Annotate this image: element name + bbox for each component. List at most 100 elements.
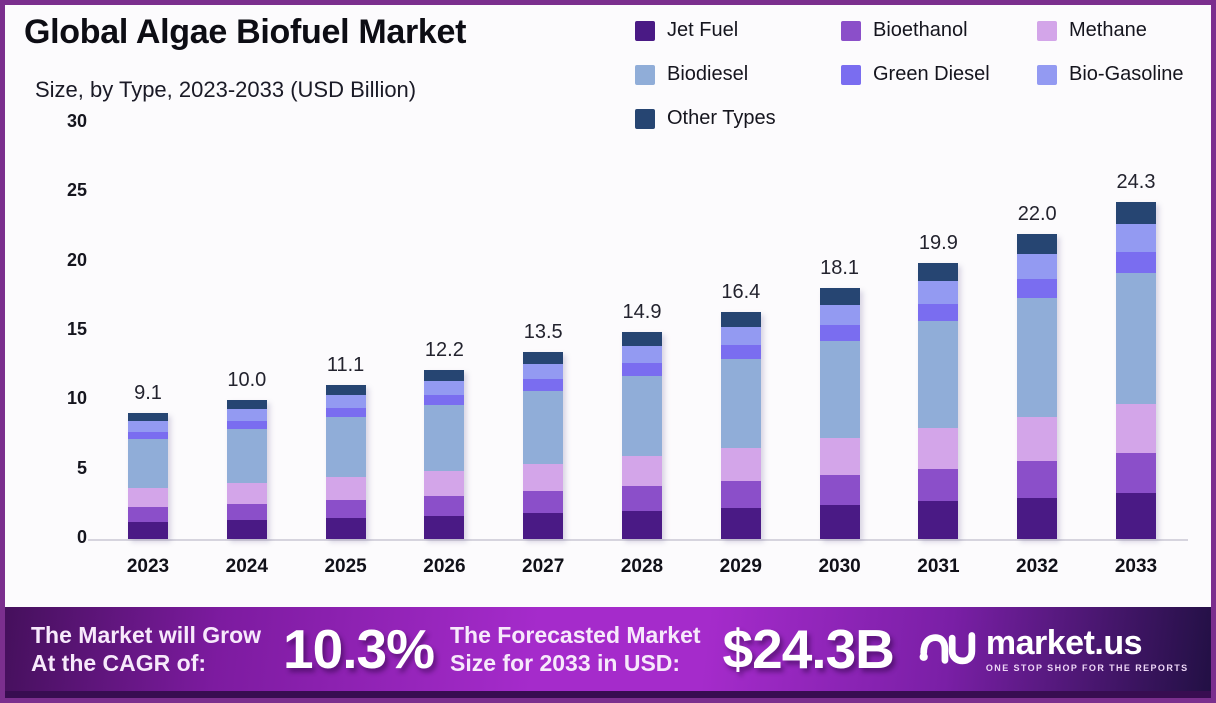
forecast-caption: The Forecasted Market Size for 2033 in U…	[450, 621, 701, 677]
legend-label: Bio-Gasoline	[1069, 63, 1184, 85]
bar-segment-bioethanol	[226, 504, 267, 520]
bar-segment-jet-fuel	[1017, 498, 1058, 539]
bar-segment-methane	[523, 464, 564, 491]
bar-total-label-2030: 18.1	[820, 257, 860, 279]
x-tick-label-2024: 2024	[225, 556, 268, 577]
legend-swatch-other-types	[635, 108, 655, 129]
bar-segment-other-types	[128, 413, 168, 421]
legend-label: Bioethanol	[873, 19, 968, 41]
bar-segment-biodiesel	[720, 359, 761, 448]
page-title: Global Algae Biofuel Market	[24, 13, 467, 51]
bar-segment-bio-gasoline	[424, 381, 465, 395]
bar-segment-methane	[918, 428, 959, 469]
bar-segment-methane	[622, 456, 662, 486]
bar-total-label-2024: 10.0	[227, 369, 267, 391]
bar-segment-green-diesel	[622, 363, 662, 376]
legend-item-biodiesel: Biodiesel	[635, 61, 841, 88]
legend-item-green-diesel: Green Diesel	[841, 61, 1037, 88]
cagr-caption: The Market will Grow At the CAGR of:	[31, 621, 261, 677]
legend-label: Methane	[1069, 19, 1147, 41]
bar-segment-other-types	[918, 263, 959, 281]
bar-segment-bio-gasoline	[720, 327, 761, 345]
bar-segment-biodiesel	[128, 439, 168, 488]
x-tick-label-2027: 2027	[522, 556, 565, 577]
bar-segment-bioethanol	[1017, 461, 1058, 498]
stacked-bar-2032	[1017, 234, 1058, 539]
legend-swatch-bioethanol	[841, 20, 861, 41]
bar-segment-bioethanol	[128, 507, 168, 522]
chart-legend: Jet Fuel Bioethanol Methane Biodiesel Green …	[635, 17, 1184, 132]
y-tick-label-20: 20	[66, 249, 87, 270]
bar-segment-bioethanol	[720, 481, 761, 508]
bar-segment-bioethanol	[523, 491, 564, 513]
bar-segment-bioethanol	[819, 475, 860, 505]
bar-segment-other-types	[1017, 234, 1058, 254]
bar-segment-jet-fuel	[819, 505, 860, 539]
bar-total-label-2029: 16.4	[721, 281, 761, 303]
stacked-bar-2026	[424, 370, 465, 539]
legend-swatch-bio-gasoline	[1037, 64, 1057, 85]
bar-segment-other-types	[523, 352, 564, 364]
x-tick-label-2030: 2030	[818, 556, 861, 577]
x-tick-label-2028: 2028	[620, 556, 664, 577]
bar-segment-jet-fuel	[128, 522, 168, 539]
cagr-caption-line2: At the CAGR of:	[31, 650, 207, 676]
bar-segment-other-types	[622, 332, 662, 346]
bar-total-label-2026: 12.2	[424, 339, 464, 361]
bar-segment-green-diesel	[1017, 279, 1058, 298]
chart-stage: Global Algae Biofuel Market Size, by Typ…	[5, 5, 1211, 698]
bar-segment-bio-gasoline	[1017, 254, 1058, 279]
stacked-bar-2024	[226, 400, 267, 539]
bar-segment-bio-gasoline	[622, 346, 662, 363]
bar-total-label-2031: 19.9	[918, 232, 958, 254]
stacked-bar-2025	[325, 385, 366, 539]
banner-bottom-strip	[5, 691, 1211, 698]
bar-segment-green-diesel	[523, 379, 564, 391]
y-tick-label-25: 25	[66, 180, 87, 201]
bar-segment-jet-fuel	[226, 520, 267, 539]
bar-segment-jet-fuel	[523, 513, 564, 539]
bar-segment-bioethanol	[325, 500, 366, 518]
bar-segment-green-diesel	[325, 408, 366, 417]
x-tick-label-2029: 2029	[719, 556, 762, 577]
legend-item-other-types: Other Types	[635, 105, 841, 132]
stacked-bar-2027	[523, 352, 564, 539]
stacked-bar-2030	[819, 288, 860, 539]
bar-segment-biodiesel	[819, 341, 860, 438]
bar-segment-bioethanol	[622, 486, 662, 511]
bar-total-label-2027: 13.5	[523, 321, 563, 343]
bar-total-label-2028: 14.9	[622, 301, 662, 323]
y-tick-label-10: 10	[66, 388, 87, 409]
forecast-value: $24.3B	[722, 618, 895, 680]
bar-segment-methane	[720, 448, 761, 481]
bar-segment-green-diesel	[1116, 252, 1156, 273]
stacked-bar-2029	[720, 312, 761, 539]
bar-total-label-2033: 24.3	[1116, 171, 1156, 193]
bar-segment-jet-fuel	[720, 508, 761, 539]
bar-segment-bio-gasoline	[819, 305, 860, 325]
forecast-caption-line1: The Forecasted Market	[450, 621, 701, 648]
bar-segment-other-types	[226, 400, 267, 409]
cagr-caption-line1: The Market will Grow	[31, 621, 262, 648]
bar-segment-biodiesel	[523, 391, 564, 464]
bar-segment-other-types	[1116, 202, 1156, 224]
bar-segment-bio-gasoline	[523, 364, 564, 379]
x-tick-label-2026: 2026	[423, 556, 466, 577]
bar-segment-bio-gasoline	[325, 395, 366, 408]
legend-swatch-biodiesel	[635, 64, 655, 85]
bar-segment-methane	[226, 483, 267, 504]
brand-name: market.us	[985, 623, 1143, 662]
bar-segment-biodiesel	[424, 405, 465, 471]
bar-segment-biodiesel	[1017, 298, 1058, 417]
y-tick-label-30: 30	[66, 111, 87, 131]
bar-segment-methane	[424, 471, 465, 496]
bar-segment-other-types	[720, 312, 761, 327]
legend-item-bioethanol: Bioethanol	[841, 17, 1037, 44]
bar-segment-green-diesel	[720, 345, 761, 359]
bar-segment-biodiesel	[918, 321, 959, 428]
legend-item-methane: Methane	[1037, 17, 1184, 44]
bar-segment-methane	[128, 488, 168, 507]
bar-segment-methane	[1116, 404, 1156, 453]
y-tick-label-0: 0	[76, 527, 87, 547]
